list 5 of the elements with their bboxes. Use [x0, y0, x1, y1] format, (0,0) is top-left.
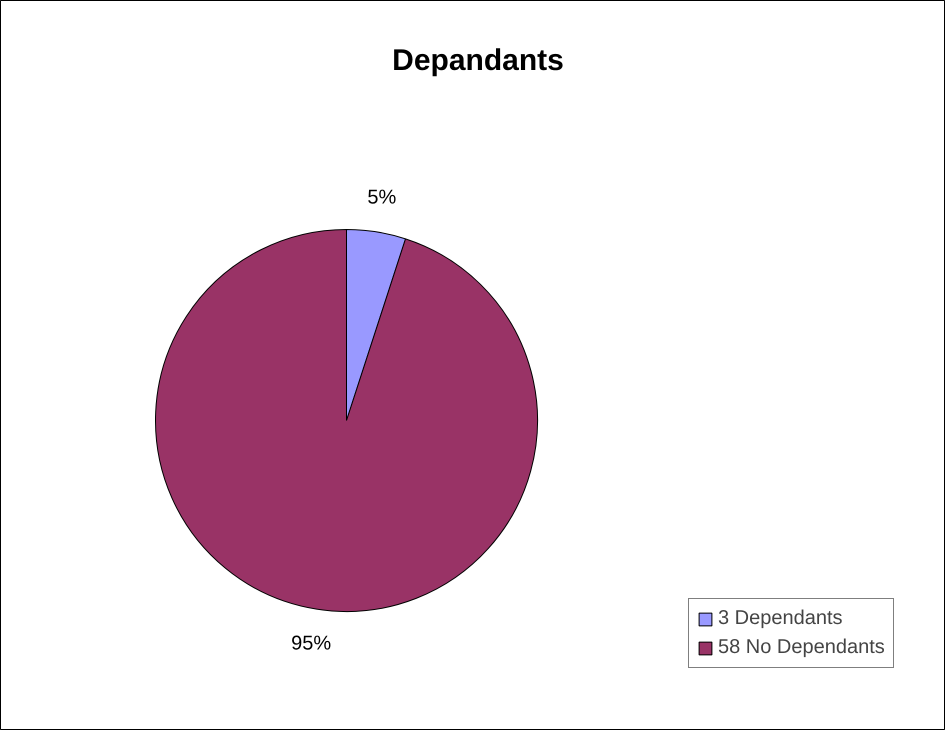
data-label: 95%	[291, 632, 332, 655]
legend-label: 58 No Dependants	[718, 636, 885, 659]
chart-title: Depandants	[392, 44, 564, 77]
legend-label: 3 Dependants	[718, 607, 843, 630]
data-label: 5%	[367, 186, 397, 208]
